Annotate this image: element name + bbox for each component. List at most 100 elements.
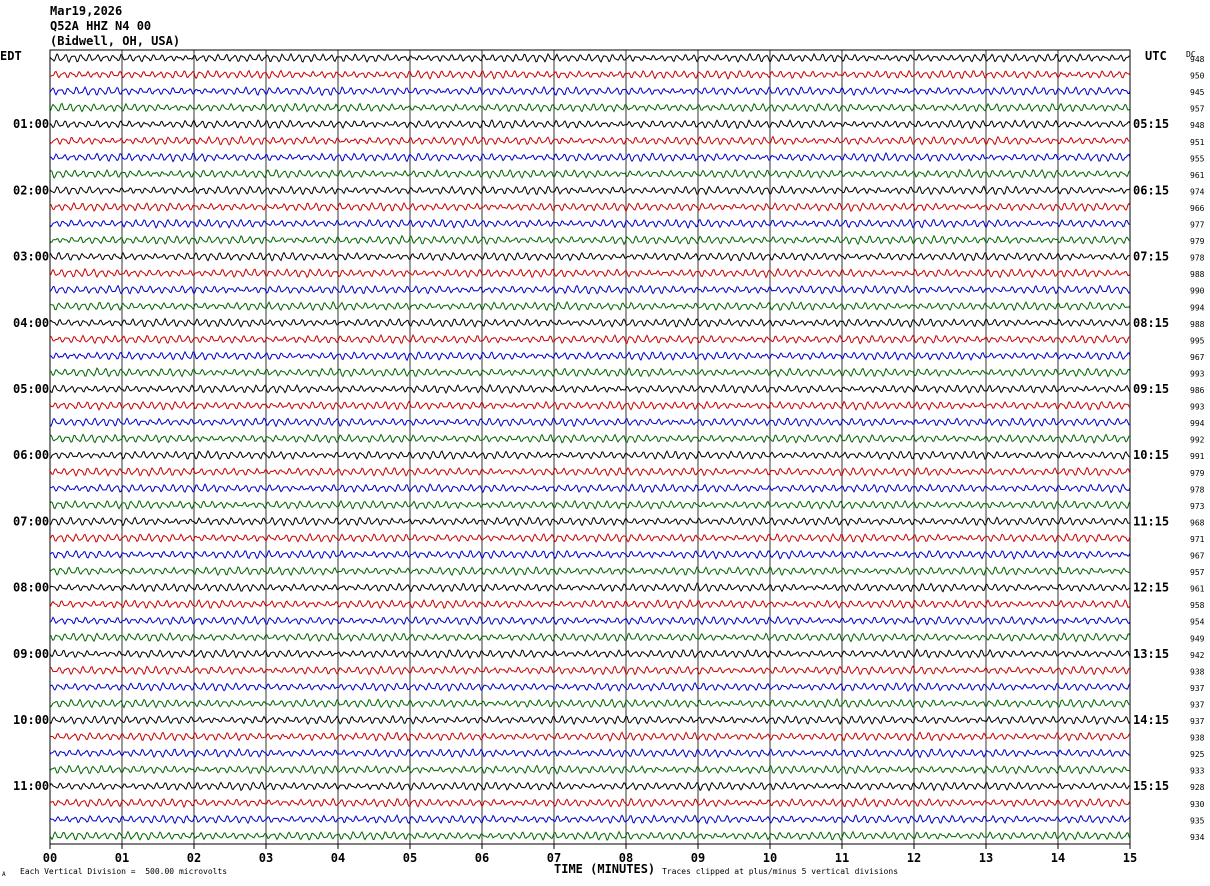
- right-hour-label: 08:15: [1133, 316, 1169, 330]
- right-hour-label: 10:15: [1133, 448, 1169, 462]
- dc-value: 928: [1190, 783, 1205, 792]
- dc-value: 961: [1190, 585, 1205, 594]
- seismic-trace: [49, 648, 1131, 660]
- seismic-trace: [49, 284, 1131, 295]
- left-hour-label: 03:00: [13, 250, 49, 264]
- left-hour-label: 08:00: [13, 581, 49, 595]
- x-tick-label: 11: [835, 851, 849, 865]
- dc-value: 978: [1190, 254, 1205, 263]
- seismic-trace: [49, 466, 1131, 477]
- dc-value: 945: [1190, 88, 1205, 97]
- seismic-trace: [49, 747, 1131, 759]
- seismic-trace: [49, 383, 1131, 395]
- dc-value: 942: [1190, 651, 1205, 660]
- seismic-trace: [49, 814, 1131, 825]
- seismic-trace: [49, 665, 1131, 676]
- x-tick-label: 10: [763, 851, 777, 865]
- dc-value: 978: [1190, 485, 1205, 494]
- left-hour-label: 02:00: [13, 183, 49, 197]
- dc-value: 938: [1190, 667, 1205, 676]
- x-axis-label: TIME (MINUTES): [554, 862, 656, 876]
- dc-value: 979: [1190, 469, 1205, 478]
- seismic-trace: [49, 532, 1131, 544]
- dc-value: 977: [1190, 221, 1205, 230]
- right-hour-label: 15:15: [1133, 779, 1169, 793]
- dc-value: 988: [1190, 320, 1205, 329]
- x-tick-label: 05: [403, 851, 417, 865]
- seismic-trace: [49, 681, 1131, 692]
- dc-value: 925: [1190, 750, 1205, 759]
- x-tick-label: 13: [979, 851, 993, 865]
- dc-value: 993: [1190, 403, 1205, 412]
- seismic-trace: [49, 830, 1131, 841]
- dc-value: 994: [1190, 419, 1205, 428]
- seismic-trace: [49, 400, 1131, 411]
- dc-value: 951: [1190, 138, 1205, 147]
- left-hour-label: 01:00: [13, 117, 49, 131]
- dc-value: 949: [1190, 634, 1205, 643]
- x-tick-label: 04: [331, 851, 345, 865]
- seismic-trace: [49, 549, 1131, 560]
- seismic-trace: [49, 483, 1131, 494]
- header-location: (Bidwell, OH, USA): [50, 34, 181, 48]
- seismic-trace: [49, 52, 1130, 64]
- dc-value: 993: [1190, 369, 1205, 378]
- x-tick-label: 09: [691, 851, 705, 865]
- seismic-trace: [49, 218, 1131, 230]
- right-hour-label: 14:15: [1133, 713, 1169, 727]
- seismic-trace: [49, 731, 1131, 742]
- dc-value: 937: [1190, 700, 1205, 709]
- dc-value: 974: [1190, 187, 1205, 196]
- right-hour-label: 11:15: [1133, 514, 1169, 528]
- seismic-trace: [49, 317, 1131, 329]
- seismic-trace: [49, 598, 1131, 610]
- left-hour-label: 11:00: [13, 779, 49, 793]
- seismic-trace: [49, 764, 1131, 775]
- dc-value: 955: [1190, 154, 1205, 163]
- dc-value: 966: [1190, 204, 1205, 213]
- dc-value: 954: [1190, 618, 1205, 627]
- x-tick-label: 14: [1051, 851, 1065, 865]
- left-hour-label: 05:00: [13, 382, 49, 396]
- seismic-trace: [49, 152, 1131, 163]
- left-hour-label: 10:00: [13, 713, 49, 727]
- right-hour-label: 13:15: [1133, 647, 1169, 661]
- seismic-trace: [49, 334, 1131, 345]
- x-tick-label: 00: [43, 851, 57, 865]
- dc-value: 979: [1190, 237, 1205, 246]
- dc-value: 958: [1190, 601, 1205, 610]
- dc-value: 988: [1190, 270, 1205, 279]
- header-station: Q52A HHZ N4 00: [50, 19, 152, 33]
- seismic-trace: [49, 797, 1131, 809]
- dc-value: 973: [1190, 502, 1205, 511]
- dc-value: 991: [1190, 452, 1205, 461]
- seismic-trace: [49, 119, 1131, 130]
- seismic-trace: [49, 715, 1131, 726]
- dc-value: 990: [1190, 287, 1205, 296]
- dc-value: 948: [1190, 55, 1205, 64]
- seismic-trace: [49, 615, 1131, 626]
- seismic-trace: [49, 168, 1131, 180]
- seismic-trace: [49, 698, 1131, 709]
- right-timezone-label: UTC: [1145, 49, 1167, 63]
- dc-value: 986: [1190, 386, 1205, 395]
- x-tick-label: 02: [187, 851, 201, 865]
- dc-value: 992: [1190, 436, 1205, 445]
- dc-value: 971: [1190, 535, 1205, 544]
- corner-mark: A: [2, 871, 6, 878]
- right-hour-label: 12:15: [1133, 581, 1169, 595]
- seismic-trace: [49, 582, 1131, 593]
- dc-value: 937: [1190, 717, 1205, 726]
- seismic-trace: [49, 102, 1131, 113]
- seismic-trace: [49, 516, 1131, 527]
- seismic-trace: [49, 201, 1131, 213]
- dc-value: 934: [1190, 833, 1205, 842]
- dc-value: 968: [1190, 518, 1205, 527]
- seismic-trace: [49, 85, 1131, 97]
- dc-value: 967: [1190, 552, 1205, 561]
- seismic-trace: [49, 185, 1131, 196]
- seismic-trace: [49, 267, 1131, 279]
- left-hour-label: 06:00: [13, 448, 49, 462]
- right-hour-label: 05:15: [1133, 117, 1169, 131]
